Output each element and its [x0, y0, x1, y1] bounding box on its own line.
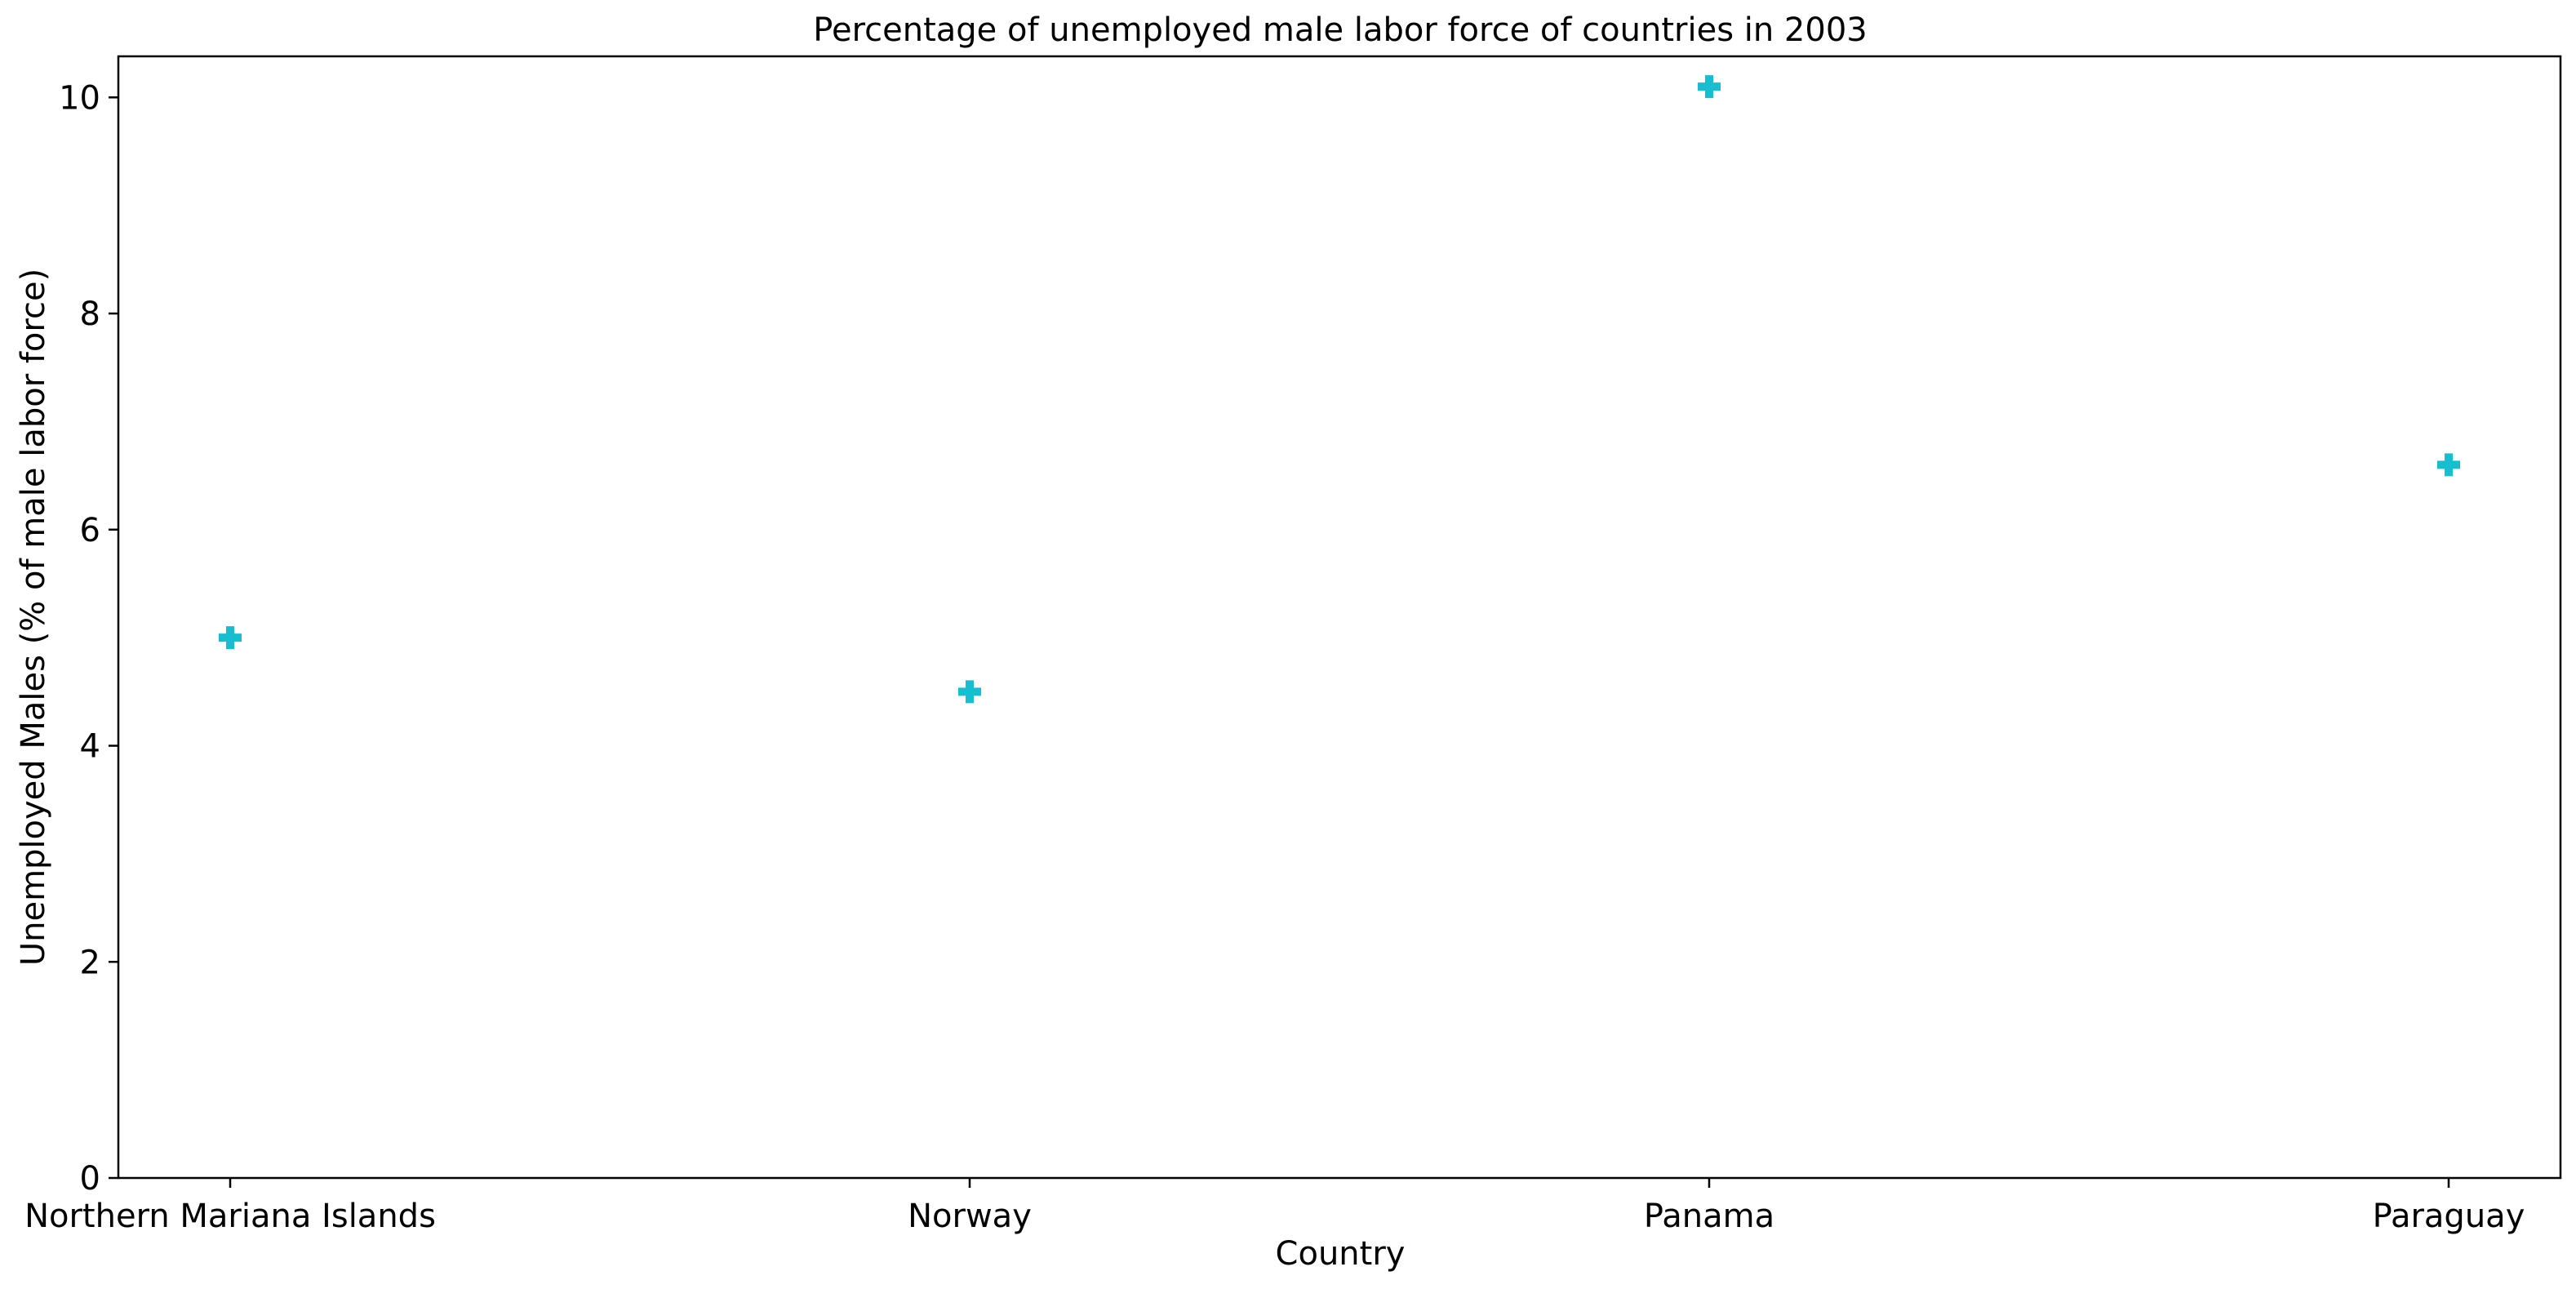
x-tick-label: Panama: [1644, 1198, 1774, 1235]
data-point-paraguay: [2437, 453, 2460, 477]
y-axis-ticks: 0 2 4 6 8 10: [59, 79, 118, 1198]
y-tick-label: 0: [80, 1160, 100, 1198]
y-tick-label: 2: [80, 944, 100, 981]
x-tick-label: Norway: [908, 1198, 1032, 1235]
data-point-norway: [958, 680, 981, 704]
y-axis-label: Unemployed Males (% of male labor force): [15, 269, 52, 966]
chart-title: Percentage of unemployed male labor forc…: [813, 11, 1867, 49]
y-tick-label: 10: [59, 79, 100, 117]
x-tick-label: Northern Mariana Islands: [24, 1198, 436, 1235]
y-tick-label: 4: [80, 728, 100, 766]
data-points: [219, 75, 2460, 704]
x-axis-ticks: Northern Mariana Islands Norway Panama Para…: [24, 1178, 2525, 1235]
y-tick-label: 6: [80, 512, 100, 549]
data-point-northern-mariana-islands: [219, 626, 242, 650]
plot-frame: [117, 55, 2562, 1180]
x-tick-label: Paraguay: [2373, 1198, 2525, 1235]
x-axis-label: Country: [1276, 1235, 1406, 1273]
y-tick-label: 8: [80, 296, 100, 333]
data-point-panama: [1698, 75, 1721, 99]
